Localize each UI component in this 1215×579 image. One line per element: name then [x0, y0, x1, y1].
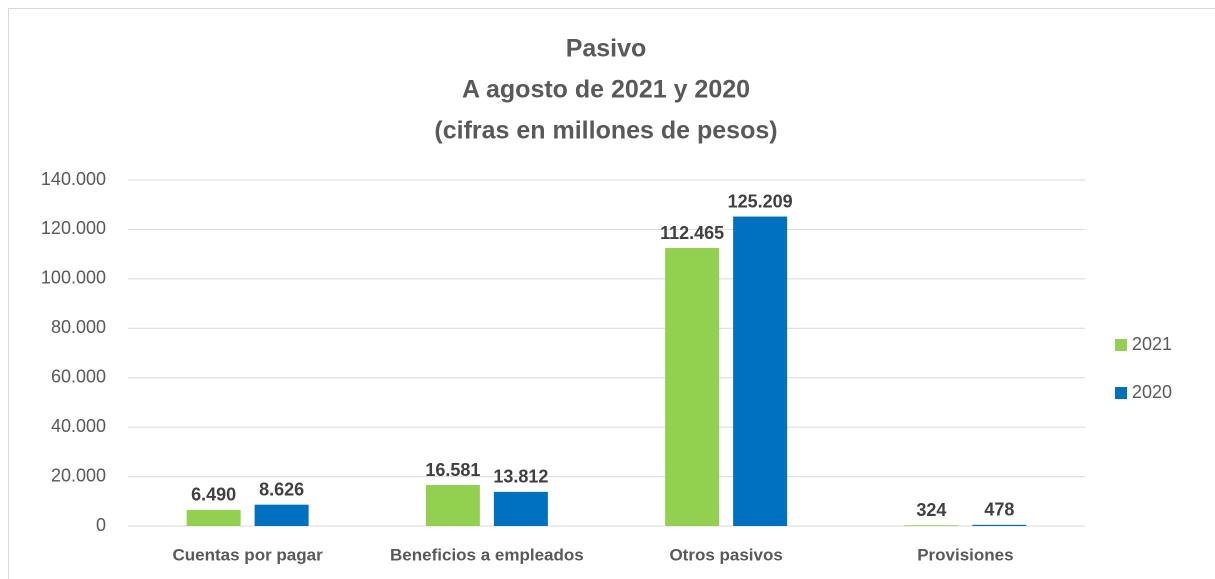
- y-tick-label: 20.000: [51, 465, 106, 485]
- y-tick-label: 80.000: [51, 317, 106, 337]
- bar: [493, 491, 548, 526]
- bar: [186, 509, 241, 526]
- legend-swatch: [1115, 387, 1127, 399]
- x-tick-label: Cuentas por pagar: [173, 545, 324, 564]
- bar: [733, 216, 788, 526]
- y-tick-label: 100.000: [41, 268, 106, 288]
- y-tick-label: 60.000: [51, 366, 106, 386]
- y-tick-label: 140.000: [41, 169, 106, 189]
- chart-title: Pasivo: [566, 35, 647, 63]
- x-tick-label: Otros pasivos: [669, 545, 782, 564]
- x-tick-label: Beneficios a empleados: [390, 545, 584, 564]
- legend-label: 2020: [1132, 382, 1172, 402]
- y-tick-label: 120.000: [41, 218, 106, 238]
- value-label: 478: [984, 500, 1014, 520]
- value-label: 125.209: [728, 191, 793, 211]
- value-label: 8.626: [259, 479, 304, 499]
- bar: [904, 525, 959, 526]
- bar: [254, 504, 309, 526]
- value-label: 16.581: [425, 460, 480, 480]
- y-tick-label: 40.000: [51, 416, 106, 436]
- bar: [665, 248, 720, 526]
- chart-title: (cifras en millones de pesos): [434, 117, 777, 145]
- chart-frame: [8, 8, 1215, 579]
- value-label: 13.812: [493, 467, 548, 487]
- value-label: 112.465: [660, 223, 724, 243]
- bar: [425, 485, 480, 526]
- legend-swatch: [1115, 339, 1127, 351]
- value-label: 6.490: [191, 485, 236, 505]
- legend-label: 2021: [1132, 334, 1172, 354]
- value-label: 324: [916, 500, 946, 520]
- bar: [972, 524, 1027, 526]
- y-tick-label: 0: [96, 515, 106, 535]
- x-tick-label: Provisiones: [917, 545, 1013, 564]
- chart-title: A agosto de 2021 y 2020: [462, 76, 750, 104]
